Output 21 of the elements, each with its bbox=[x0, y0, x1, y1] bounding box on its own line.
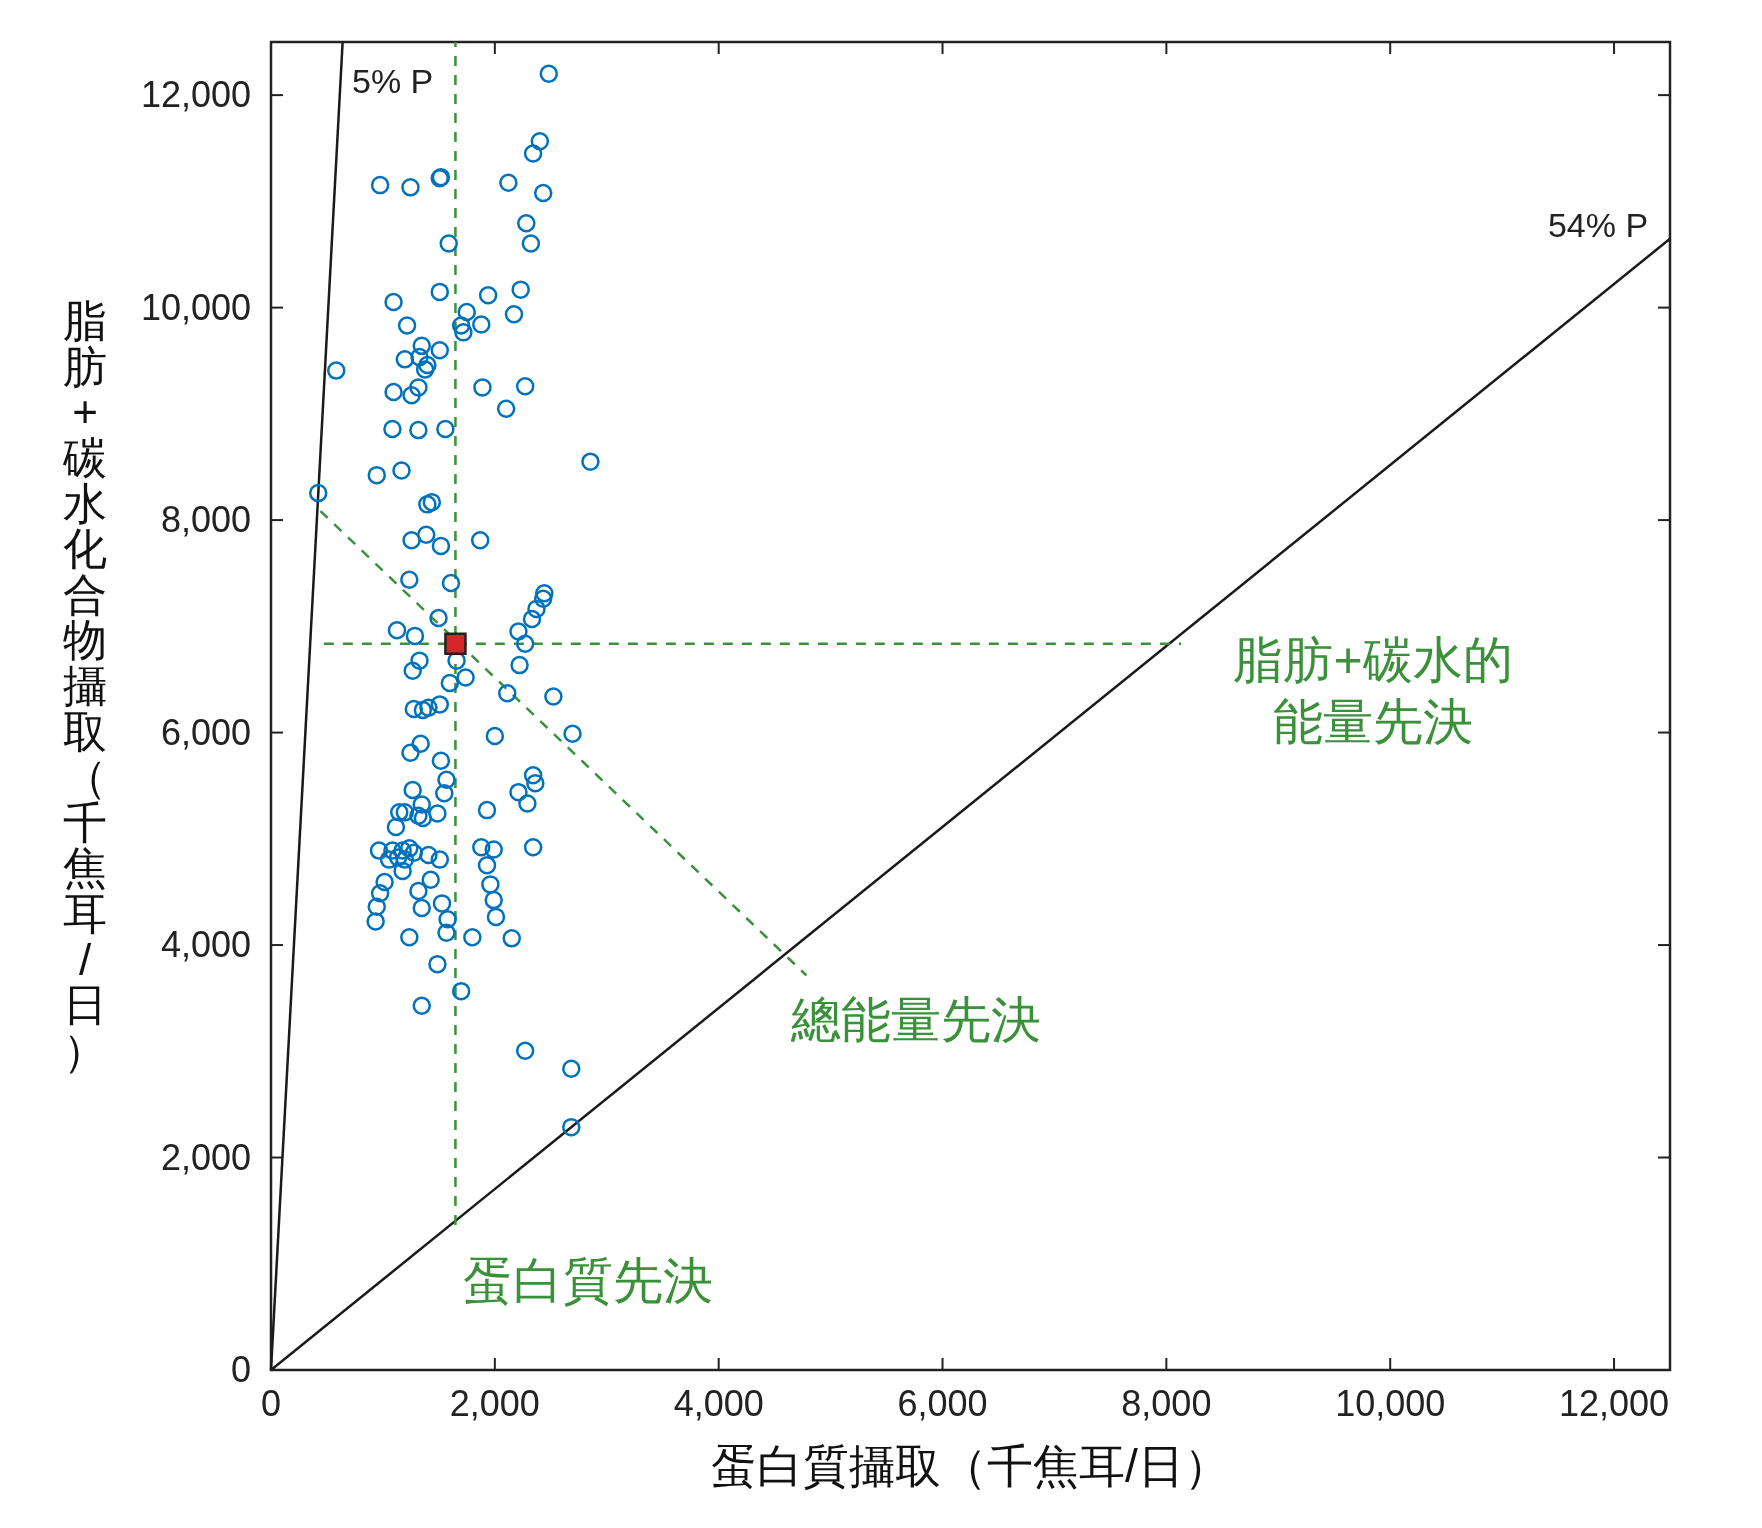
annotation: 總能量先決 bbox=[790, 991, 1042, 1048]
x-tick-label: 6,000 bbox=[897, 1383, 988, 1424]
y-tick-label: 10,000 bbox=[140, 286, 251, 328]
text: 脂肪+碳水化合物攝取（千焦耳/日） bbox=[63, 296, 107, 1075]
y-tick-label: 12,000 bbox=[140, 74, 251, 116]
annotation: 蛋白質先決 bbox=[463, 1253, 714, 1310]
x-axis-title: 蛋白質攝取（千焦耳/日） bbox=[711, 1440, 1230, 1492]
annotation: 脂肪+碳水的能量先決 bbox=[1233, 632, 1513, 751]
annotation: 54% P bbox=[1547, 205, 1649, 244]
y-tick-label: 8,000 bbox=[160, 499, 251, 541]
y-tick-label: 4,000 bbox=[160, 924, 251, 966]
x-tick-label: 10,000 bbox=[1335, 1383, 1446, 1424]
x-tick-label: 8,000 bbox=[1121, 1383, 1212, 1424]
x-tick-label: 2,000 bbox=[449, 1383, 540, 1424]
x-tick-label: 0 bbox=[260, 1383, 282, 1424]
y-tick-label: 2,000 bbox=[160, 1136, 251, 1178]
annotation: 5% P bbox=[352, 61, 434, 100]
x-tick-label: 12,000 bbox=[1558, 1383, 1670, 1424]
x-tick-label: 4,000 bbox=[673, 1383, 764, 1424]
y-tick-label: 0 bbox=[230, 1349, 251, 1390]
y-tick-label: 6,000 bbox=[160, 711, 251, 753]
